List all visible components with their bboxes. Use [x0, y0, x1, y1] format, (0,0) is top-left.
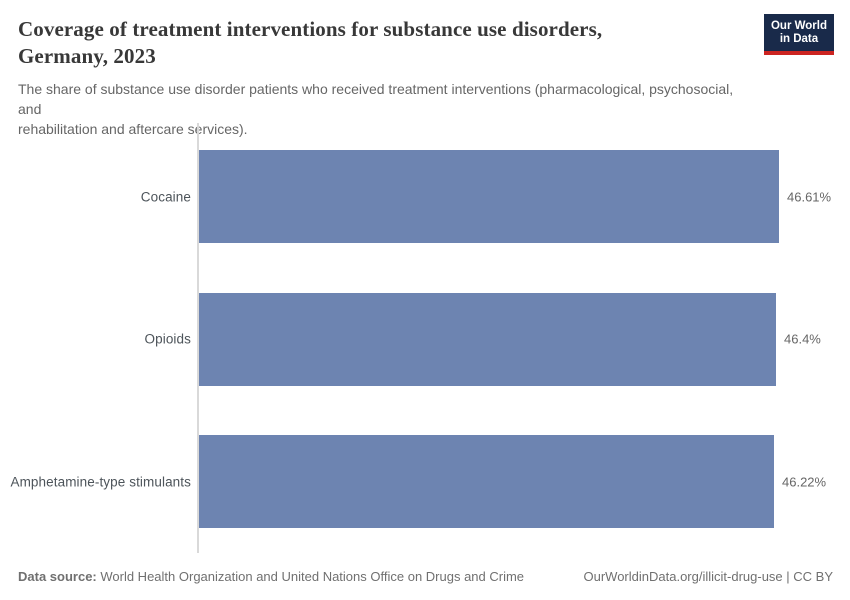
data-source-label: Data source:	[18, 569, 97, 584]
category-label: Opioids	[144, 331, 191, 347]
category-label: Amphetamine-type stimulants	[10, 474, 191, 489]
chart-subtitle: The share of substance use disorder pati…	[18, 79, 758, 139]
subtitle-line-2: rehabilitation and aftercare services).	[18, 121, 248, 137]
bar-row: Cocaine 46.61%	[0, 150, 850, 243]
owid-url-license-link[interactable]: OurWorldinData.org/illicit-drug-use | CC…	[583, 569, 834, 584]
bar-row: Amphetamine-type stimulants 46.22%	[0, 435, 850, 528]
bar-chart: Cocaine 46.61% Opioids 46.4% Amphetamine-typ…	[0, 123, 850, 553]
value-label: 46.4%	[784, 331, 821, 347]
category-label: Cocaine	[140, 189, 191, 204]
title-line-1: Coverage of treatment interventions for …	[18, 17, 603, 41]
owid-logo[interactable]: Our World in Data	[763, 14, 834, 55]
value-label: 46.22%	[782, 474, 827, 489]
data-source-note: Data source: World Health Organization a…	[18, 569, 524, 584]
bar-amphetamine-type-stimulants[interactable]	[199, 435, 774, 528]
chart-footer: Data source: World Health Organization a…	[18, 569, 833, 584]
data-source-text: World Health Organization and United Nat…	[96, 569, 525, 584]
title-line-2: Germany, 2023	[18, 44, 156, 68]
bar-cocaine[interactable]	[199, 150, 779, 243]
value-label: 46.61%	[787, 189, 832, 204]
bar-opioids[interactable]	[199, 292, 776, 386]
owid-logo-line-1: Our World	[770, 20, 827, 32]
subtitle-line-1: The share of substance use disorder pati…	[18, 81, 734, 117]
owid-logo-line-2: in Data	[779, 33, 819, 45]
page-title: Coverage of treatment interventions for …	[18, 16, 758, 70]
bar-row: Opioids 46.4%	[0, 292, 850, 386]
chart-header: Coverage of treatment interventions for …	[18, 16, 758, 139]
y-axis-line	[197, 123, 199, 553]
